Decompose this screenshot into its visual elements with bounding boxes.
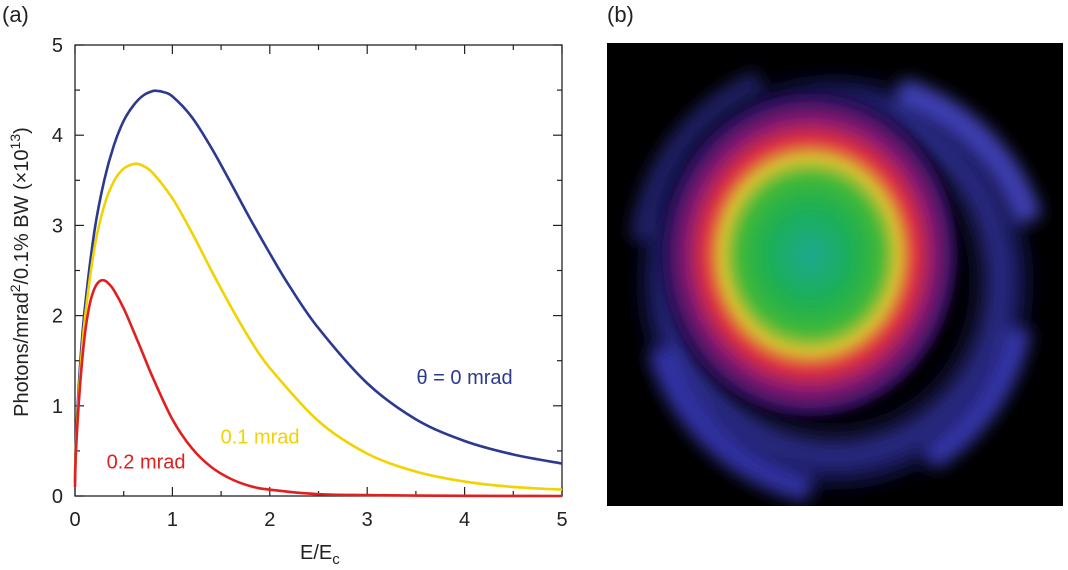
x-tick-label: 1 bbox=[167, 509, 178, 531]
series-lines bbox=[73, 89, 563, 498]
y-axis-label-main: Photons/mrad bbox=[11, 292, 33, 417]
x-tick-label: 4 bbox=[459, 509, 470, 531]
x-tick-label: 3 bbox=[362, 509, 373, 531]
series-annotation: θ = 0 mrad bbox=[417, 367, 513, 389]
y-tick-label: 3 bbox=[52, 215, 63, 237]
panel-label-a: (a) bbox=[2, 2, 29, 27]
x-tick-label: 5 bbox=[556, 509, 567, 531]
series-line bbox=[73, 278, 563, 498]
x-axis-label-sub: c bbox=[332, 551, 340, 568]
x-tick-label: 0 bbox=[69, 509, 80, 531]
series-annotation: 0.2 mrad bbox=[107, 452, 186, 474]
series-annotation: 0.1 mrad bbox=[221, 426, 300, 448]
y-tick-label: 0 bbox=[52, 486, 63, 508]
y-tick-label: 4 bbox=[52, 125, 63, 147]
y-tick-label: 1 bbox=[52, 396, 63, 418]
y-axis-label-end: ) bbox=[11, 127, 33, 134]
y-axis-label-sup: 2 bbox=[7, 284, 23, 292]
y-tick-label: 5 bbox=[52, 35, 63, 57]
y-axis-label-mid: /0.1% BW (×10 bbox=[11, 149, 33, 284]
y-axis-label: Photons/mrad2/0.1% BW (×1013) bbox=[7, 127, 33, 417]
y-tick-label: 2 bbox=[52, 306, 63, 328]
series-line bbox=[73, 162, 563, 491]
panel-label-b: (b) bbox=[607, 2, 634, 27]
y-axis-label-exp: 13 bbox=[7, 134, 23, 150]
x-axis-label: E/Ec bbox=[300, 542, 340, 568]
series-line bbox=[73, 89, 563, 483]
axis-ticks bbox=[74, 44, 563, 497]
tick-labels: 0 1 2 3 4 5 0 1 2 3 4 5 bbox=[52, 35, 568, 531]
beam-profile-image bbox=[607, 43, 1063, 506]
series-annotations: θ = 0 mrad 0.1 mrad 0.2 mrad bbox=[107, 367, 513, 474]
x-tick-label: 2 bbox=[264, 509, 275, 531]
beam-core bbox=[655, 85, 965, 425]
x-axis-label-main: E/E bbox=[300, 542, 332, 564]
plot-frame bbox=[74, 44, 563, 497]
